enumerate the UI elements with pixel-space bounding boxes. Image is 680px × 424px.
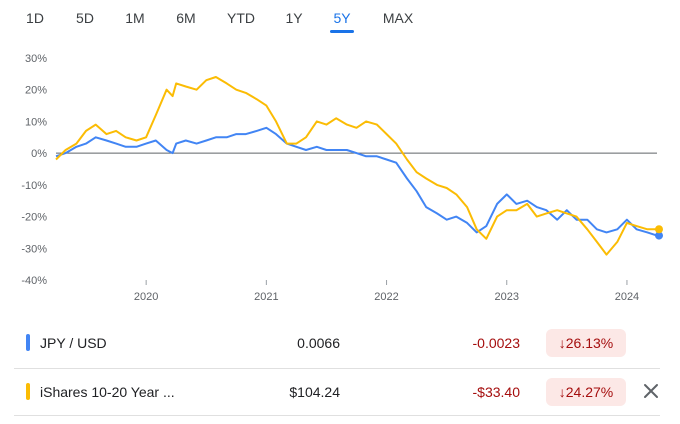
series-end-dot-jpy-usd [655, 231, 663, 240]
close-icon[interactable] [640, 380, 662, 402]
y-tick-label: -30% [21, 243, 47, 255]
range-tabs: 1D 5D 1M 6M YTD 1Y 5Y MAX [0, 0, 680, 36]
active-tab-indicator [330, 30, 354, 33]
comparison-row-ishares[interactable]: iShares 10-20 Year ... $104.24 -$33.40 ↓… [14, 368, 660, 416]
badge-percent: 24.27% [565, 384, 614, 400]
tab-1y[interactable]: 1Y [285, 10, 303, 26]
tab-6m[interactable]: 6M [176, 10, 196, 26]
row-price: $104.24 [289, 384, 340, 400]
series-color-swatch [26, 383, 30, 400]
x-tick-label: 2020 [134, 291, 158, 303]
tab-max[interactable]: MAX [382, 10, 414, 26]
tab-5d[interactable]: 5D [76, 10, 94, 26]
row-name: JPY / USD [40, 335, 107, 351]
comparison-row-jpy[interactable]: JPY / USD 0.0066 -0.0023 ↓26.13% [14, 320, 660, 366]
x-tick-label: 2022 [374, 291, 398, 303]
tab-5y[interactable]: 5Y [333, 10, 351, 26]
comparison-chart: 30% 20% 10% 0% -10% -20% -30% -40% 2020 2021 2022 2… [21, 53, 663, 303]
tab-1m[interactable]: 1M [125, 10, 145, 26]
tab-1d[interactable]: 1D [26, 10, 44, 26]
tab-ytd[interactable]: YTD [227, 10, 255, 26]
y-tick-label: -20% [21, 212, 47, 224]
row-name: iShares 10-20 Year ... [40, 384, 175, 400]
y-tick-label: 30% [25, 53, 47, 65]
badge-percent: 26.13% [565, 335, 614, 351]
y-tick-label: -10% [21, 180, 47, 192]
series-line-jpy-usd [55, 126, 658, 237]
y-tick-label: 10% [25, 116, 47, 128]
y-tick-label: 0% [31, 148, 47, 160]
row-change: -$33.40 [472, 384, 520, 400]
row-change: -0.0023 [472, 335, 520, 351]
x-tick-label: 2024 [615, 291, 639, 303]
y-tick-label: -40% [21, 275, 47, 287]
series-end-dot-ishares [655, 225, 663, 234]
arrow-down-icon: ↓ [558, 335, 566, 351]
series-line-ishares [55, 76, 657, 256]
arrow-down-icon: ↓ [558, 384, 566, 400]
x-tick-label: 2023 [495, 291, 519, 303]
x-tick-label: 2021 [254, 291, 278, 303]
percent-change-badge: ↓24.27% [546, 378, 626, 406]
series-color-swatch [26, 334, 30, 351]
row-price: 0.0066 [297, 335, 340, 351]
y-tick-label: 20% [25, 85, 47, 97]
percent-change-badge: ↓26.13% [546, 329, 626, 357]
